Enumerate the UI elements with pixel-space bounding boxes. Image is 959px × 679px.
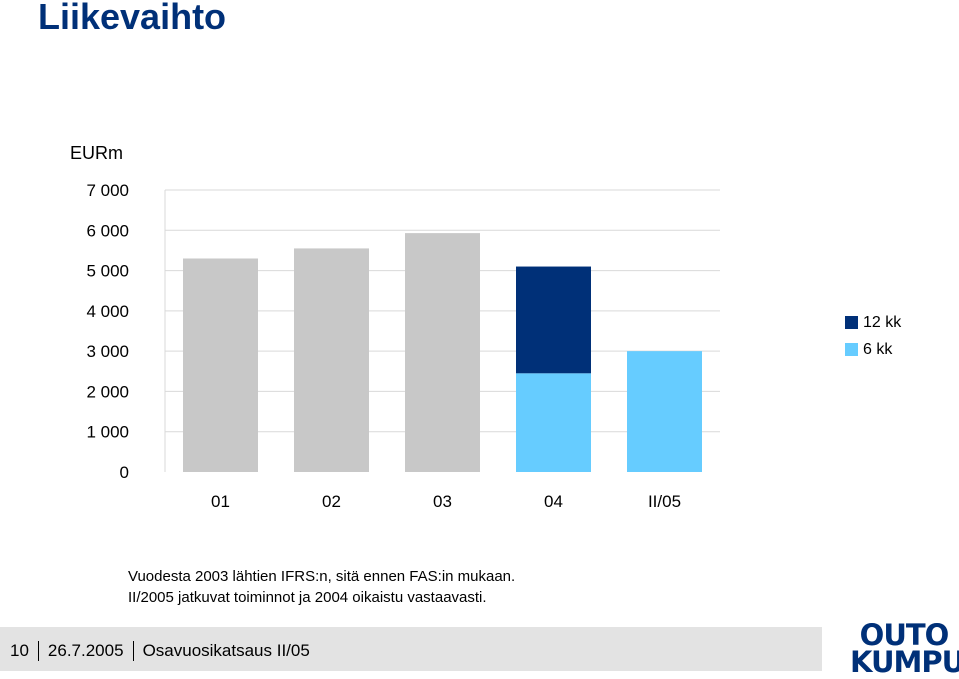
x-tick-label: 02 xyxy=(322,492,341,511)
y-tick-label: 7 000 xyxy=(86,181,129,200)
y-tick-label: 6 000 xyxy=(86,221,129,240)
logo-line: OUTO xyxy=(859,618,950,652)
y-tick-label: 5 000 xyxy=(86,262,129,281)
note-line: II/2005 jatkuvat toiminnot ja 2004 oikai… xyxy=(128,589,487,606)
footer-date: 26.7.2005 xyxy=(47,641,124,660)
legend-swatch xyxy=(845,343,858,356)
bar-total xyxy=(405,233,480,472)
chart-legend: 12 kk 6 kk xyxy=(845,309,901,363)
footer-divider xyxy=(37,641,39,661)
logo-line: KUMPU xyxy=(850,645,959,679)
footer-bar xyxy=(0,627,822,671)
chart-notes: Vuodesta 2003 lähtien IFRS:n, sitä ennen… xyxy=(128,566,515,608)
bar-6kk xyxy=(627,351,702,472)
company-logo: OUTO KUMPU xyxy=(850,618,959,679)
y-tick-label: 2 000 xyxy=(86,382,129,401)
bar-12kk xyxy=(516,266,591,374)
footer: 10 26.7.2005 Osavuosikatsaus II/05 xyxy=(10,641,310,661)
bar-chart: 0 1 000 2 000 3 000 4 000 5 000 6 000 7 000 01 02… xyxy=(86,181,720,511)
y-tick-label: 3 000 xyxy=(86,342,129,361)
page-title: Liikevaihto xyxy=(38,0,227,37)
legend-label: 12 kk xyxy=(863,313,902,331)
bar-total xyxy=(183,258,258,472)
y-tick-label: 4 000 xyxy=(86,302,129,321)
note-line: Vuodesta 2003 lähtien IFRS:n, sitä ennen… xyxy=(128,568,516,585)
y-tick-label: 0 xyxy=(120,463,129,482)
footer-text: Osavuosikatsaus II/05 xyxy=(142,641,310,660)
x-tick-label: 04 xyxy=(544,492,563,511)
legend-item-12kk: 12 kk xyxy=(845,309,901,336)
bar-6kk xyxy=(516,373,591,472)
legend-item-6kk: 6 kk xyxy=(845,336,901,363)
y-tick-label: 1 000 xyxy=(86,423,129,442)
legend-label: 6 kk xyxy=(863,340,893,358)
y-axis-unit: EURm xyxy=(70,143,123,163)
x-tick-label: 01 xyxy=(211,492,230,511)
x-tick-label: II/05 xyxy=(648,492,681,511)
x-tick-label: 03 xyxy=(433,492,452,511)
page-number: 10 xyxy=(10,641,29,660)
legend-swatch xyxy=(845,316,858,329)
footer-divider xyxy=(132,641,134,661)
bar-total xyxy=(294,248,369,472)
